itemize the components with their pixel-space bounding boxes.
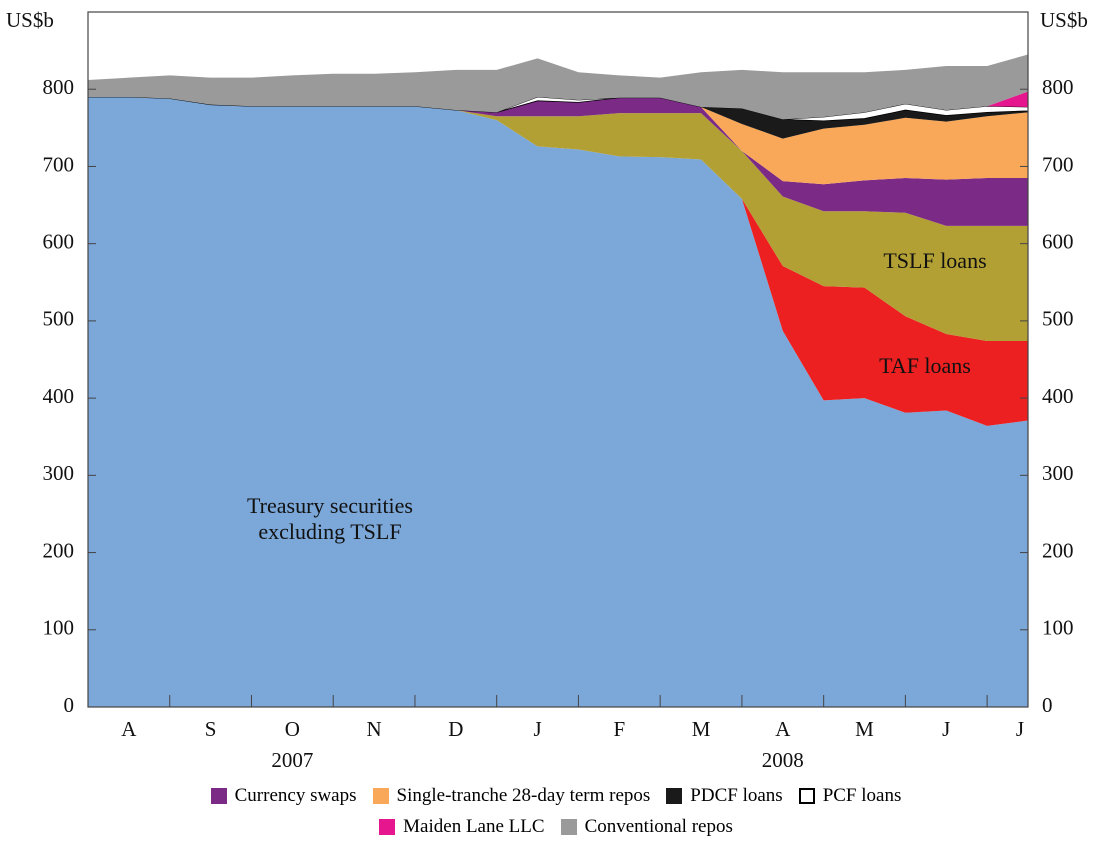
y-tick-label: 100 (43, 616, 75, 640)
y-tick-label: 800 (43, 75, 75, 99)
y-tick-label-right: 100 (1042, 616, 1074, 640)
y-tick-label-right: 800 (1042, 75, 1074, 99)
y-unit-left: US$b (6, 8, 54, 32)
area-label: TAF loans (879, 353, 971, 378)
year-label: 2008 (762, 748, 804, 772)
legend-item: Maiden Lane LLC (379, 816, 545, 838)
x-tick-label: J (942, 717, 950, 741)
y-tick-label: 300 (43, 461, 75, 485)
legend-item: Currency swaps (210, 785, 357, 807)
y-tick-label-right: 300 (1042, 461, 1074, 485)
area (88, 96, 1028, 226)
y-tick-label: 500 (43, 307, 75, 331)
area (88, 54, 1028, 120)
x-tick-label: M (855, 717, 874, 741)
x-tick-label: M (692, 717, 711, 741)
legend-swatch (210, 788, 227, 804)
legend-label: Single-tranche 28-day term repos (396, 785, 651, 806)
legend-item: PCF loans (798, 785, 902, 807)
x-tick-label: O (285, 717, 300, 741)
legend: Currency swaps Single-tranche 28-day term… (0, 785, 1112, 807)
area (88, 96, 1028, 341)
x-tick-label: J (533, 717, 541, 741)
x-tick-label: A (775, 717, 791, 741)
x-tick-label: F (613, 717, 625, 741)
y-unit-right: US$b (1040, 8, 1088, 32)
legend-swatch (379, 819, 396, 835)
y-tick-label-right: 600 (1042, 229, 1074, 253)
x-tick-label: J (1016, 717, 1024, 741)
y-tick-label-right: 500 (1042, 307, 1074, 331)
y-tick-label-right: 700 (1042, 152, 1074, 176)
x-tick-label: S (205, 717, 217, 741)
legend-swatch (560, 819, 577, 835)
x-tick-label: D (448, 717, 463, 741)
area (88, 96, 1028, 185)
legend-label: Conventional repos (584, 816, 733, 837)
legend-label: PDCF loans (690, 785, 783, 806)
legend-swatch (372, 788, 389, 804)
y-tick-label-right: 200 (1042, 538, 1074, 562)
legend: Maiden Lane LLC Conventional repos (0, 816, 1112, 838)
area (88, 96, 1028, 426)
y-tick-label: 400 (43, 384, 75, 408)
x-tick-label: A (121, 717, 137, 741)
y-tick-label-right: 400 (1042, 384, 1074, 408)
x-tick-label: N (367, 717, 382, 741)
area-label: TSLF loans (883, 248, 987, 273)
legend-swatch (666, 788, 683, 804)
y-tick-label: 200 (43, 538, 75, 562)
legend-label: Maiden Lane LLC (403, 816, 545, 837)
legend-item: Conventional repos (560, 816, 733, 838)
area-label: Treasury securities excluding TSLF (247, 493, 413, 544)
area (88, 96, 1028, 707)
y-tick-label: 700 (43, 152, 75, 176)
plot-frame (87, 11, 1029, 708)
y-tick-label: 600 (43, 229, 75, 253)
area (88, 96, 1028, 139)
y-tick-label-right: 0 (1042, 693, 1053, 717)
y-tick-label: 0 (64, 693, 75, 717)
legend-item: Single-tranche 28-day term repos (372, 785, 651, 807)
legend-label: Currency swaps (234, 785, 357, 806)
legend-item: PDCF loans (666, 785, 783, 807)
year-label: 2007 (271, 748, 313, 772)
legend-label: PCF loans (822, 785, 902, 806)
legend-swatch (798, 788, 815, 804)
